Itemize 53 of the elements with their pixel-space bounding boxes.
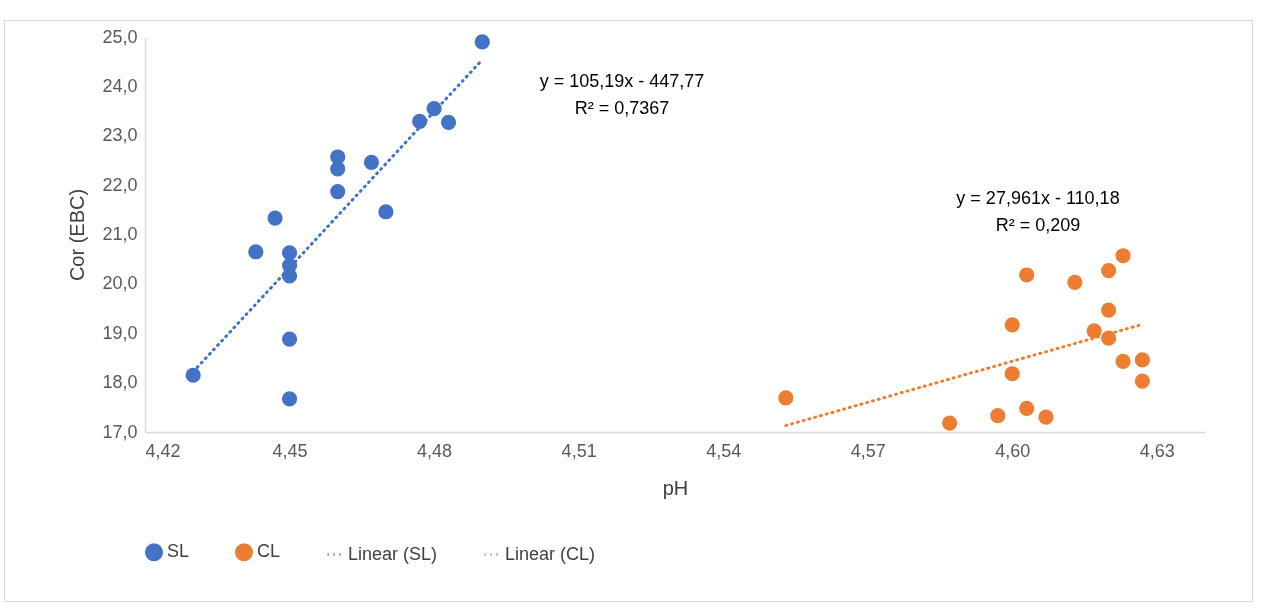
- point: [1038, 409, 1054, 425]
- y-tick-label: 23,0: [102, 125, 138, 146]
- point: [1101, 302, 1117, 318]
- point: [281, 391, 298, 407]
- point: [281, 331, 298, 347]
- y-tick-label: 17,0: [102, 421, 138, 442]
- point: [267, 210, 283, 226]
- annotation: y = 105,19x - 447,77 R² = 0,7367: [539, 71, 705, 118]
- x-axis-title: pH: [662, 476, 689, 499]
- point: [1004, 366, 1020, 382]
- point: [942, 415, 958, 431]
- point: [1067, 274, 1083, 290]
- point: [1101, 262, 1117, 279]
- point: [1115, 353, 1131, 369]
- point: [330, 161, 346, 177]
- y-axis-title: Cor (EBC): [66, 188, 89, 282]
- point: [1019, 400, 1035, 416]
- y-tick-label: 18,0: [102, 372, 138, 393]
- point: [1019, 267, 1035, 283]
- x-tick-label: 4,63: [1139, 440, 1175, 461]
- x-tick-label: 4,48: [417, 440, 453, 461]
- y-tick-label: 20,0: [102, 273, 138, 294]
- point: [440, 114, 457, 130]
- point: [1115, 248, 1131, 264]
- point: [990, 408, 1006, 424]
- x-tick-label: 4,51: [561, 440, 597, 461]
- legend-label: CL: [257, 541, 281, 562]
- legend-label: SL: [167, 541, 190, 562]
- point: [248, 244, 264, 260]
- legend-label: Linear (CL): [505, 543, 596, 564]
- x-tick-label: 4,60: [995, 440, 1031, 461]
- annotation: y = 27,961x - 110,18 R² = 0,209: [956, 188, 1120, 235]
- point: [363, 154, 380, 170]
- point: [1134, 373, 1150, 389]
- y-tick-label: 25,0: [102, 26, 138, 47]
- point: [330, 183, 346, 200]
- y-tick-label: 19,0: [102, 322, 138, 343]
- y-tick-label: 21,0: [102, 224, 138, 244]
- x-tick-label: 4,57: [850, 440, 886, 461]
- point: [1134, 352, 1150, 368]
- point: [778, 390, 794, 406]
- point: [1004, 317, 1020, 333]
- legend-label: Linear (SL): [348, 543, 438, 564]
- x-tick-label: 4,42: [145, 440, 181, 461]
- x-tick-label: 4,45: [272, 440, 308, 461]
- x-tick-label: 4,54: [706, 440, 742, 461]
- y-tick-label: 22,0: [102, 174, 138, 195]
- y-tick-label: 24,0: [102, 75, 138, 96]
- point: [281, 245, 298, 261]
- point: [378, 204, 394, 220]
- point: [474, 34, 490, 50]
- point: [185, 367, 201, 383]
- point: [1086, 323, 1102, 339]
